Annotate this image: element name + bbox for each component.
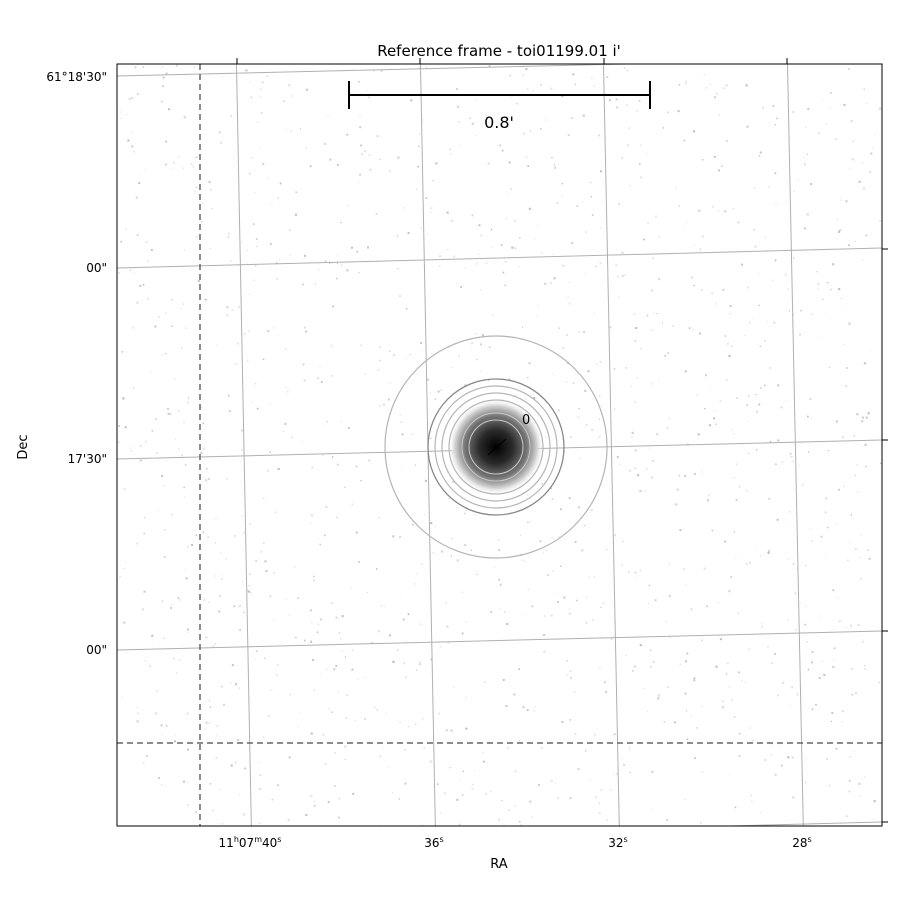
right-ticks xyxy=(882,248,888,823)
dec-grid-line xyxy=(117,247,882,269)
ra-grid-line xyxy=(235,64,252,826)
scale-bar-label: 0.8' xyxy=(484,113,514,132)
annulus-ring xyxy=(441,392,551,502)
dec-grid-line xyxy=(117,630,882,651)
background-noise xyxy=(117,64,882,826)
plot-title: Reference frame - toi01199.01 i' xyxy=(377,42,621,60)
ra-tick-label: 28s xyxy=(792,835,811,850)
aperture-inner xyxy=(427,378,565,516)
sky-image: 0 0.8' xyxy=(117,64,882,826)
annulus-ring xyxy=(448,399,544,495)
ra-grid-line xyxy=(602,64,620,826)
star-contours xyxy=(455,406,537,488)
y-axis-label: Dec xyxy=(16,434,31,459)
dec-tick-label: 00" xyxy=(86,643,107,657)
dec-tick-label: 00" xyxy=(86,261,107,275)
dec-grid-line xyxy=(709,821,882,826)
ra-tick-label: 32s xyxy=(608,835,627,850)
aperture-label: 0 xyxy=(522,413,530,428)
dec-tick-label: 61°18'30" xyxy=(46,70,107,84)
star-center-marker xyxy=(487,438,507,456)
aperture-outer xyxy=(384,335,608,559)
x-axis-label: RA xyxy=(490,857,508,872)
dec-grid-line xyxy=(117,64,649,77)
ra-grid-line xyxy=(786,64,804,826)
ra-tick-label: 11h07m40s xyxy=(219,835,282,850)
ra-tick-label: 36s xyxy=(424,835,443,850)
axes-frame xyxy=(116,63,883,827)
dec-tick-label: 17'30" xyxy=(68,452,107,466)
top-ticks xyxy=(236,58,788,64)
aperture-circles xyxy=(384,335,608,559)
annulus-ring xyxy=(434,385,558,509)
coordinate-grid xyxy=(117,64,882,826)
scale-bar xyxy=(348,81,651,109)
